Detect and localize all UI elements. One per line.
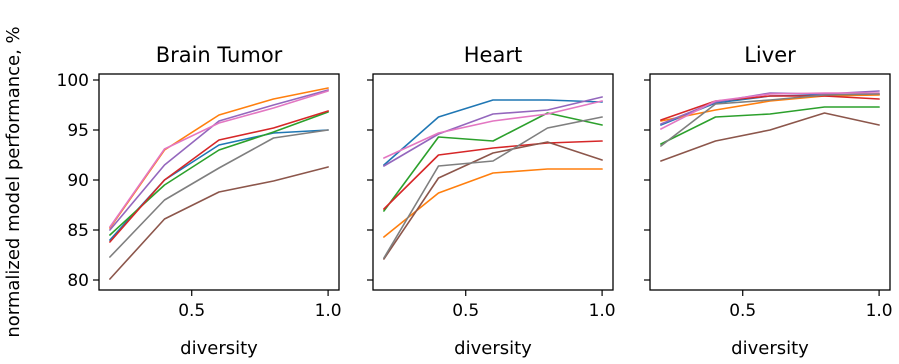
panel-title: Liver bbox=[744, 43, 796, 67]
x-axis-label: diversity bbox=[454, 338, 532, 359]
series-line-2 bbox=[109, 87, 329, 229]
series-line-4 bbox=[109, 110, 329, 243]
series-line-3 bbox=[660, 106, 880, 145]
series-line-6 bbox=[660, 112, 880, 162]
series-line-1 bbox=[383, 99, 603, 166]
series-line-8 bbox=[660, 93, 880, 147]
y-tick-label: 95 bbox=[67, 121, 89, 141]
x-tick-label: 1.0 bbox=[589, 301, 616, 321]
series-line-2 bbox=[383, 168, 603, 238]
y-tick-label: 85 bbox=[67, 221, 89, 241]
y-tick-label: 100 bbox=[57, 71, 89, 91]
series-line-8 bbox=[109, 129, 329, 258]
series-line-4 bbox=[660, 95, 880, 121]
x-tick-label: 0.5 bbox=[178, 301, 205, 321]
series-line-6 bbox=[383, 141, 603, 260]
series-line-7 bbox=[660, 92, 880, 130]
y-axis-label: normalized model performance, % bbox=[3, 26, 24, 337]
series-line-5 bbox=[109, 89, 329, 231]
panel-title: Brain Tumor bbox=[156, 43, 283, 67]
x-axis-label: diversity bbox=[731, 338, 809, 359]
x-tick-label: 1.0 bbox=[315, 301, 342, 321]
x-axis-label: diversity bbox=[180, 338, 258, 359]
panel-title: Heart bbox=[464, 43, 522, 67]
series-line-8 bbox=[383, 116, 603, 259]
y-tick-label: 80 bbox=[67, 271, 89, 291]
x-tick-label: 1.0 bbox=[866, 301, 893, 321]
series-line-5 bbox=[383, 96, 603, 167]
y-tick-label: 90 bbox=[67, 171, 89, 191]
series-line-7 bbox=[109, 90, 329, 228]
plot-frame bbox=[649, 73, 891, 291]
series-line-7 bbox=[383, 100, 603, 159]
series-line-6 bbox=[109, 166, 329, 280]
plot-frame bbox=[98, 73, 340, 291]
series-line-3 bbox=[109, 111, 329, 236]
x-tick-label: 0.5 bbox=[452, 301, 479, 321]
series-line-4 bbox=[383, 140, 603, 210]
series-line-3 bbox=[383, 112, 603, 212]
plot-frame bbox=[372, 73, 614, 291]
series-line-2 bbox=[660, 94, 880, 122]
x-tick-label: 0.5 bbox=[729, 301, 756, 321]
